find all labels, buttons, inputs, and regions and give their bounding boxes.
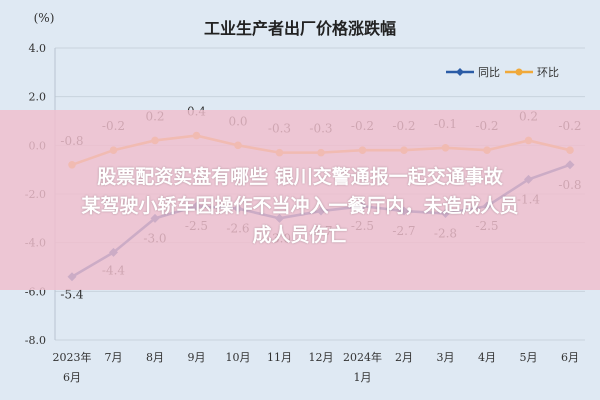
promo-headline-line-3: 成人员伤亡	[252, 224, 348, 246]
promo-headline-line-1: 股票配资实盘有哪些 银川交警通报一起交通事故	[97, 166, 503, 188]
chart-title: 工业生产者出厂价格涨跌幅	[204, 19, 396, 38]
y-tick-label: -8.0	[25, 334, 46, 347]
x-tick-label: 2024年	[343, 350, 382, 364]
x-tick-label: 5月	[520, 351, 538, 364]
legend-label: 同比	[478, 66, 500, 79]
promo-headline-link[interactable]: 股票配资实盘有哪些 银川交警通报一起交通事故 某驾驶小轿车因操作不当冲入一餐厅内…	[0, 163, 600, 250]
x-tick-label-line-2: 1月	[354, 371, 372, 384]
x-tick-label: 2月	[395, 351, 413, 364]
data-label: -5.4	[60, 288, 84, 302]
x-tick-label: 4月	[478, 351, 496, 364]
legend-swatch-marker	[456, 68, 464, 76]
x-tick-label: 3月	[437, 351, 455, 364]
y-tick-label: 2.0	[29, 91, 47, 104]
x-tick-label: 12月	[309, 351, 334, 364]
x-tick-label: 7月	[105, 351, 123, 364]
x-tick-label: 8月	[146, 351, 164, 364]
x-tick-label-line-2: 6月	[63, 371, 81, 384]
x-tick-label: 10月	[226, 351, 251, 364]
x-tick-label: 2023年	[53, 350, 92, 364]
legend-swatch-marker	[515, 68, 523, 76]
promo-overlay-banner	[0, 110, 600, 290]
x-tick-labels: 2023年 6月 7月 8月 9月 10月 11月 12月 2024年 1月 2月 3月 4月 5月 6月	[53, 350, 580, 384]
legend: 同比 环比	[446, 66, 559, 79]
x-tick-label: 11月	[267, 351, 292, 364]
promo-headline-line-2: 某驾驶小轿车因操作不当冲入一餐厅内，未造成人员	[81, 195, 519, 217]
x-tick-label: 6月	[561, 351, 579, 364]
legend-label: 环比	[537, 66, 559, 79]
y-axis-unit: (%)	[34, 11, 55, 25]
x-tick-label: 9月	[188, 351, 206, 364]
y-tick-label: 4.0	[29, 42, 47, 55]
